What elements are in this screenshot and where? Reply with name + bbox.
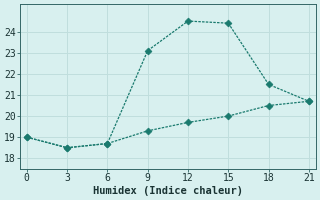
- X-axis label: Humidex (Indice chaleur): Humidex (Indice chaleur): [93, 186, 243, 196]
